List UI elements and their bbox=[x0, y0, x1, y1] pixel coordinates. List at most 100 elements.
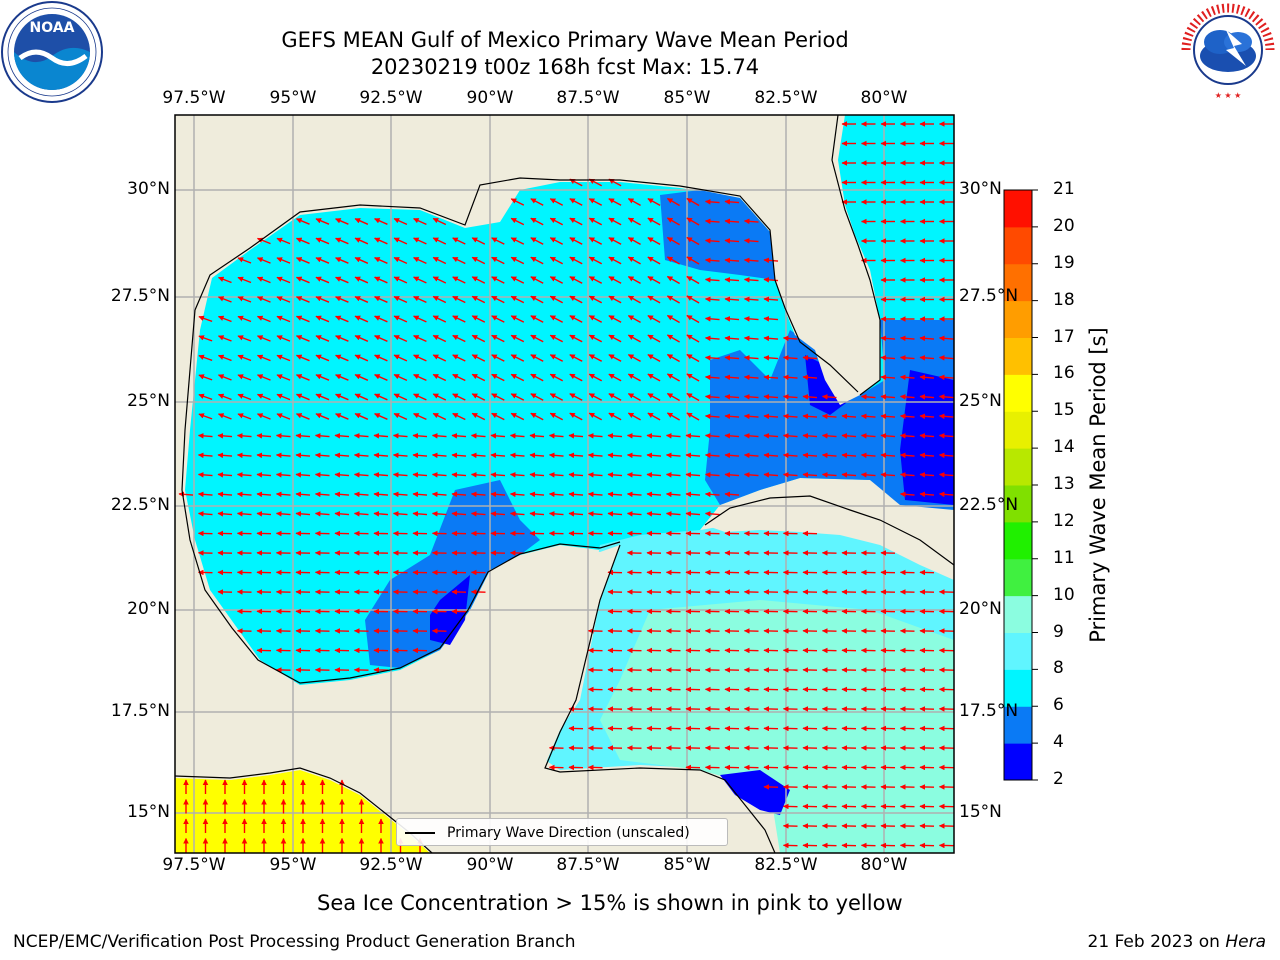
wave-direction-arrow bbox=[452, 315, 466, 323]
colorbar-tick-label: 21 bbox=[1053, 179, 1075, 199]
wave-direction-arrow bbox=[431, 491, 447, 498]
wave-direction-arrow bbox=[782, 413, 798, 420]
wave-direction-arrow bbox=[627, 314, 641, 324]
wave-direction-arrow bbox=[686, 353, 700, 363]
wave-direction-arrow bbox=[510, 276, 525, 284]
wave-direction-arrow bbox=[295, 237, 310, 245]
wave-direction-arrow bbox=[471, 295, 486, 304]
wave-direction-arrow bbox=[607, 491, 623, 498]
wave-direction-arrow bbox=[704, 316, 720, 322]
wave-direction-arrow bbox=[626, 491, 642, 498]
wave-direction-arrow bbox=[256, 237, 271, 245]
wave-direction-arrow bbox=[647, 314, 661, 324]
wave-direction-arrow bbox=[743, 433, 759, 439]
wave-direction-arrow bbox=[197, 511, 213, 517]
wave-direction-arrow bbox=[491, 354, 505, 362]
wave-direction-arrow bbox=[704, 335, 720, 342]
wave-direction-arrow bbox=[530, 354, 544, 362]
wave-direction-arrow bbox=[686, 275, 700, 285]
noaa-logo-graphic bbox=[1, 1, 103, 103]
wave-direction-arrow bbox=[587, 472, 603, 478]
wave-direction-arrow bbox=[374, 374, 388, 381]
wave-direction-arrow bbox=[432, 393, 447, 401]
wave-direction-arrow bbox=[392, 511, 408, 517]
wave-direction-arrow bbox=[276, 335, 291, 342]
wave-direction-arrow bbox=[608, 315, 622, 323]
lat-tick-label-left: 27.5°N bbox=[110, 286, 170, 306]
wave-direction-arrow bbox=[899, 413, 915, 420]
colorbar-segment bbox=[1004, 632, 1032, 670]
wave-direction-arrow bbox=[432, 217, 447, 226]
wave-direction-arrow bbox=[568, 472, 584, 478]
wave-direction-arrow bbox=[743, 472, 759, 478]
wave-direction-arrow bbox=[763, 374, 779, 381]
wave-direction-arrow bbox=[899, 374, 915, 381]
wave-direction-arrow bbox=[802, 413, 818, 420]
wave-direction-arrow bbox=[588, 276, 603, 284]
wave-direction-arrow bbox=[919, 433, 935, 439]
wave-direction-arrow bbox=[373, 472, 389, 478]
coastline-cuba bbox=[704, 495, 954, 566]
wave-direction-arrow bbox=[647, 334, 661, 343]
wave-direction-arrow bbox=[335, 374, 349, 381]
wave-direction-arrow bbox=[529, 511, 545, 517]
wave-direction-arrow bbox=[530, 295, 544, 304]
wave-direction-arrow bbox=[451, 433, 467, 439]
wave-direction-arrow bbox=[295, 413, 310, 420]
wave-direction-arrow bbox=[256, 315, 271, 323]
legend-line-sample bbox=[405, 832, 435, 834]
lon-tick-label-top: 80°W bbox=[860, 88, 908, 108]
wave-direction-arrow bbox=[451, 511, 467, 517]
wave-direction-arrow bbox=[724, 355, 740, 361]
wave-direction-arrow bbox=[666, 353, 680, 363]
wave-direction-arrow bbox=[275, 491, 291, 498]
wave-direction-arrow bbox=[666, 412, 680, 421]
wave-direction-arrow bbox=[626, 433, 642, 439]
wave-direction-arrow bbox=[568, 511, 584, 517]
wave-direction-arrow bbox=[569, 373, 583, 382]
wave-direction-arrow bbox=[413, 354, 427, 362]
wave-direction-arrow bbox=[763, 433, 779, 439]
sea-ice-caption: Sea Ice Concentration > 15% is shown in … bbox=[317, 891, 903, 915]
wave-direction-arrow bbox=[354, 257, 369, 264]
wave-direction-arrow bbox=[530, 256, 544, 265]
wave-direction-arrow bbox=[704, 257, 720, 264]
wave-direction-arrow bbox=[568, 491, 584, 498]
wave-direction-arrow bbox=[315, 374, 330, 381]
wave-direction-arrow bbox=[763, 413, 779, 420]
wave-direction-arrow bbox=[841, 472, 857, 478]
legend-label: Primary Wave Direction (unscaled) bbox=[447, 825, 690, 841]
period-2-4-region-bahamas bbox=[900, 370, 954, 505]
wave-direction-arrow bbox=[685, 511, 701, 517]
wave-direction-arrow bbox=[919, 374, 935, 381]
wave-direction-arrow bbox=[217, 433, 233, 439]
colorbar-segment bbox=[1004, 226, 1032, 265]
atlantic-water bbox=[838, 115, 954, 320]
wave-direction-arrow bbox=[470, 511, 486, 517]
wave-direction-arrow bbox=[491, 393, 505, 401]
wave-direction-arrow bbox=[899, 335, 915, 342]
lon-tick-label-top: 87.5°W bbox=[556, 88, 620, 108]
colorbar-tick-label: 11 bbox=[1053, 547, 1075, 568]
wave-direction-arrow bbox=[549, 217, 564, 226]
wave-direction-arrow bbox=[451, 491, 467, 498]
wave-direction-arrow bbox=[470, 452, 486, 459]
wave-direction-arrow bbox=[530, 334, 544, 343]
wave-direction-arrow bbox=[335, 237, 349, 245]
wave-direction-arrow bbox=[510, 393, 525, 401]
wave-direction-arrow bbox=[647, 275, 661, 285]
wave-direction-arrow bbox=[335, 276, 349, 284]
wave-direction-arrow bbox=[470, 433, 486, 439]
wave-direction-arrow bbox=[530, 315, 544, 323]
period-2-4-region-honduras bbox=[720, 770, 790, 815]
wave-direction-arrow bbox=[491, 237, 505, 245]
colorbar-tick-label: 18 bbox=[1053, 289, 1075, 310]
wave-direction-arrow bbox=[334, 491, 350, 498]
wave-direction-arrow bbox=[530, 217, 544, 226]
lat-tick-label-right: 30°N bbox=[959, 179, 1002, 199]
wave-direction-arrow bbox=[509, 491, 525, 498]
wave-direction-arrow bbox=[802, 452, 818, 459]
wave-direction-arrow bbox=[704, 238, 720, 244]
wave-direction-arrow bbox=[549, 412, 564, 421]
